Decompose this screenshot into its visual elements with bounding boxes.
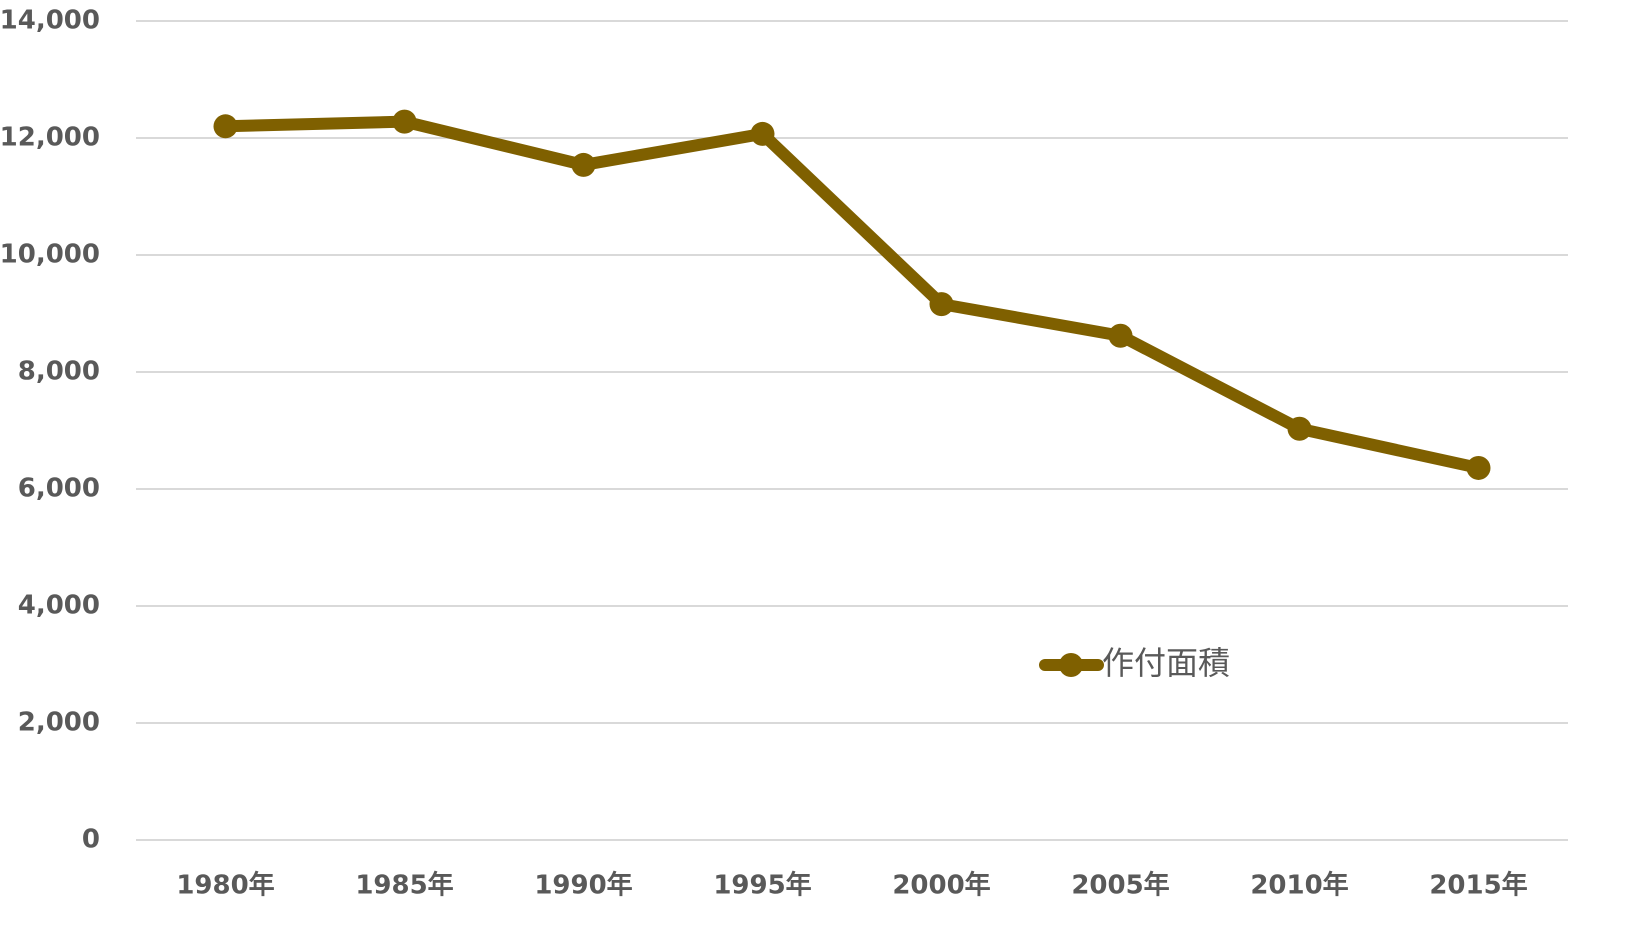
x-tick-label: 2010年 — [1250, 870, 1348, 901]
marker — [929, 292, 954, 317]
y-tick-label: 6,000 — [18, 474, 100, 504]
x-tick-label: 1995年 — [713, 870, 811, 901]
x-tick-label: 2015年 — [1429, 870, 1527, 901]
line — [225, 115, 1480, 474]
y-tick-label: 14,000 — [0, 6, 100, 36]
y-tick-label: 12,000 — [0, 123, 100, 153]
y-tick-label: 0 — [82, 825, 100, 855]
legend-label: 作付面積 — [1102, 644, 1230, 682]
marker — [392, 109, 417, 134]
x-tick-label: 1980年 — [176, 870, 274, 901]
marker — [750, 121, 775, 146]
x-tick-label: 1985年 — [355, 870, 453, 901]
marker — [571, 152, 596, 177]
marker — [1466, 455, 1491, 480]
y-tick-label: 8,000 — [18, 357, 100, 387]
marker — [213, 114, 238, 139]
marker — [1108, 323, 1133, 348]
legend-marker — [1059, 653, 1083, 677]
y-tick-label: 4,000 — [18, 591, 100, 621]
y-tick-label: 2,000 — [18, 708, 100, 738]
y-tick-label: 10,000 — [0, 240, 100, 270]
marker — [1287, 416, 1312, 441]
x-tick-label: 2000年 — [892, 870, 990, 901]
x-tick-label: 1990年 — [534, 870, 632, 901]
x-tick-label: 2005年 — [1071, 870, 1169, 901]
